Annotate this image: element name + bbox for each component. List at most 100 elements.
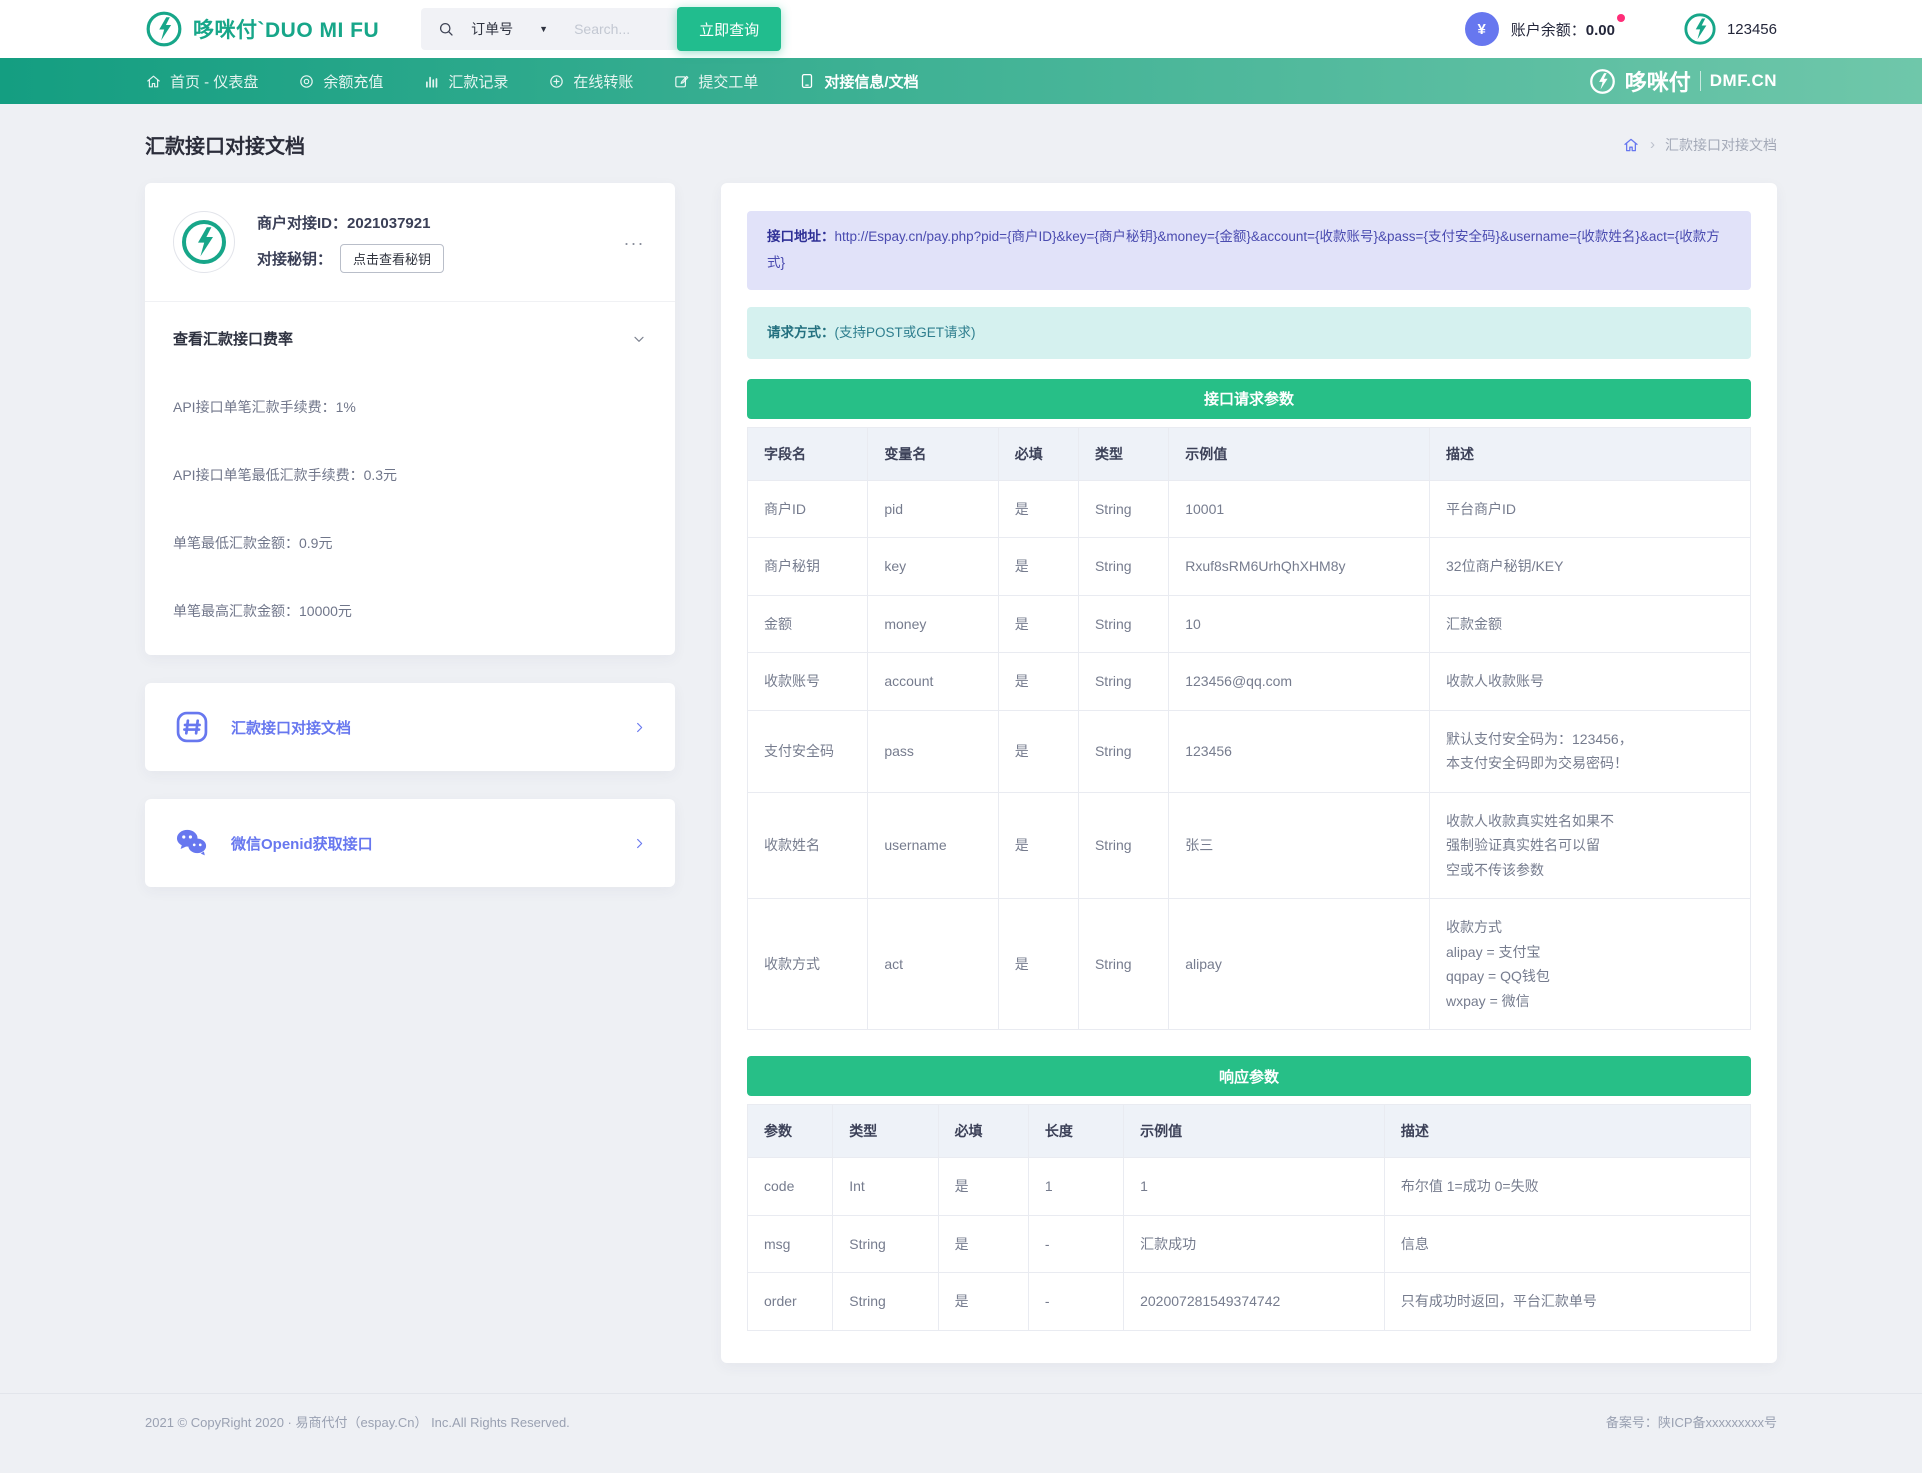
yuan-icon: ¥ xyxy=(1464,12,1499,46)
logo-icon xyxy=(1589,68,1615,94)
table-cell: 是 xyxy=(997,652,1079,711)
request-params-table: 字段名 变量名 必填 类型 示例值 描述 商户ID pid 是 String 10001 平台商户I… xyxy=(746,426,1751,1031)
account-balance-value: 0.00 xyxy=(1585,21,1615,39)
table-cell: String xyxy=(832,1272,939,1331)
column-header: 类型 xyxy=(1077,426,1170,481)
link-card-hash[interactable]: 汇款接口对接文档 xyxy=(145,683,675,771)
table-cell: 是 xyxy=(937,1214,1029,1274)
nav-brand-divider xyxy=(1699,71,1701,91)
home-icon xyxy=(147,75,160,87)
header-right: ¥ 账户余额：0.00 123456 xyxy=(1464,12,1777,46)
api-address-label: 接口地址： xyxy=(767,229,835,244)
nav-links: 首页 - 仪表盘 余额充值 汇款记录 在线转账 提交工单 对接信息/文档 xyxy=(145,71,919,92)
table-cell: String xyxy=(1077,898,1170,1031)
table-cell: 商户秘钥 xyxy=(746,537,869,596)
column-header: 示例值 xyxy=(1123,1104,1385,1159)
nav-item-transfer[interactable]: 在线转账 xyxy=(548,71,633,92)
column-header: 参数 xyxy=(746,1104,834,1159)
divider xyxy=(145,301,675,302)
bar-chart-icon xyxy=(426,76,438,88)
caret-down-icon: ▼ xyxy=(539,24,549,34)
table-row: 商户ID pid 是 String 10001 平台商户ID xyxy=(746,479,1751,539)
table-row: 收款方式 act 是 String alipay 收款方式 alipay = 支付宝 qq… xyxy=(746,898,1751,1031)
request-method-value: (支持POST或GET请求) xyxy=(834,324,976,340)
icp-text: 备案号：陕ICP备xxxxxxxxx号 xyxy=(1605,1414,1777,1430)
table-cell: 平台商户ID xyxy=(1429,479,1751,539)
response-params-header: 响应参数 xyxy=(747,1056,1751,1097)
table-cell: String xyxy=(832,1214,939,1274)
table-cell: 布尔值 1=成功 0=失败 xyxy=(1383,1157,1752,1216)
table-cell: username xyxy=(867,791,999,900)
fee-item: API接口单笔最低汇款手续费：0.3元 xyxy=(173,467,398,483)
main-nav: 首页 - 仪表盘 余额充值 汇款记录 在线转账 提交工单 对接信息/文档 哆咪付 DMF.… xyxy=(0,58,1922,104)
table-header-row: 参数 类型 必填 长度 示例值 描述 xyxy=(746,1104,1752,1159)
breadcrumb-current: 汇款接口对接文档 xyxy=(1665,136,1777,153)
merchant-info: 商户对接ID：2021037921 对接秘钥： 点击查看秘钥 xyxy=(257,212,445,273)
nav-item-edit[interactable]: 提交工单 xyxy=(673,71,758,92)
table-cell: 收款人收款账号 xyxy=(1429,652,1751,711)
table-cell: 是 xyxy=(997,791,1079,900)
user-menu[interactable]: 123456 xyxy=(1683,12,1777,46)
more-options-button[interactable]: ... xyxy=(623,228,645,249)
table-cell: String xyxy=(1077,537,1170,596)
request-method-label: 请求方式： xyxy=(767,324,835,340)
nav-item-target[interactable]: 余额充值 xyxy=(298,71,383,92)
site-logo[interactable]: 哆咪付`DUO MI FU xyxy=(145,10,379,48)
request-params-header: 接口请求参数 xyxy=(747,378,1751,419)
chevron-down-icon xyxy=(634,336,644,342)
table-cell: 是 xyxy=(997,898,1079,1031)
table-cell: Int xyxy=(832,1157,939,1216)
account-balance-label: 账户余额： xyxy=(1510,21,1586,39)
table-cell: 张三 xyxy=(1168,791,1430,900)
nav-item-doc[interactable]: 对接信息/文档 xyxy=(798,71,919,92)
link-card-wechat[interactable]: 微信Openid获取接口 xyxy=(145,799,675,887)
nav-brand: 哆咪付 DMF.CN xyxy=(1589,65,1777,97)
merchant-id-value: 2021037921 xyxy=(347,214,431,232)
nav-item-label: 余额充值 xyxy=(323,73,384,91)
table-cell: String xyxy=(1077,709,1170,793)
nav-item-label: 首页 - 仪表盘 xyxy=(170,73,259,91)
fees-toggle[interactable]: 查看汇款接口费率 xyxy=(173,328,647,349)
search-icon xyxy=(440,22,453,36)
table-cell: alipay xyxy=(1168,898,1430,1031)
search-input[interactable] xyxy=(548,21,678,37)
nav-item-home[interactable]: 首页 - 仪表盘 xyxy=(145,71,258,92)
logo-icon xyxy=(182,220,226,264)
table-row: msg String 是 - 汇款成功 信息 xyxy=(746,1214,1752,1274)
response-params-table: 参数 类型 必填 长度 示例值 描述 code Int 是 1 1 布尔值 1=成功 0=失败 msg… xyxy=(746,1104,1752,1331)
nav-item-label: 对接信息/文档 xyxy=(824,73,919,91)
page-footer: 2021 © CopyRight 2020 · 易商代付（espay.Cn） I… xyxy=(0,1392,1922,1473)
document-icon xyxy=(802,73,813,89)
breadcrumb-separator: › xyxy=(1650,136,1655,153)
target-icon xyxy=(300,74,314,88)
main-content: 商户对接ID：2021037921 对接秘钥： 点击查看秘钥 ... 查看汇款接… xyxy=(145,183,1777,1363)
table-cell: account xyxy=(867,652,999,711)
table-cell: String xyxy=(1077,652,1170,711)
wechat-icon xyxy=(176,829,207,856)
top-header: 哆咪付`DUO MI FU 订单号 ▼ 立即查询 ¥ 账户余额：0.00 123… xyxy=(0,0,1922,58)
api-address-box: 接口地址：http://Espay.cn/pay.php?pid={商户ID}&… xyxy=(747,211,1751,290)
secret-key-label: 对接秘钥： xyxy=(257,250,333,268)
account-balance-chip[interactable]: ¥ 账户余额：0.00 xyxy=(1464,12,1625,46)
page-header: 汇款接口对接文档 › 汇款接口对接文档 xyxy=(0,104,1922,183)
table-row: code Int 是 1 1 布尔值 1=成功 0=失败 xyxy=(746,1157,1752,1216)
table-cell: 是 xyxy=(997,479,1079,539)
nav-item-chart[interactable]: 汇款记录 xyxy=(423,71,508,92)
table-cell: - xyxy=(1027,1214,1125,1274)
breadcrumb-home[interactable] xyxy=(1622,136,1640,154)
avatar xyxy=(173,211,235,273)
table-cell: 默认支付安全码为：123456， 本支付安全码即为交易密码！ xyxy=(1429,709,1751,793)
table-cell: 收款方式 xyxy=(746,898,869,1031)
table-cell: 收款人收款真实姓名如果不 强制验证真实姓名可以留 空或不传该参数 xyxy=(1429,791,1751,900)
logo-icon xyxy=(1684,13,1716,45)
view-secret-button[interactable]: 点击查看秘钥 xyxy=(340,243,445,273)
search-category-select[interactable]: 订单号 ▼ xyxy=(471,19,548,39)
table-cell: key xyxy=(867,537,999,596)
search-submit-button[interactable]: 立即查询 xyxy=(677,7,782,51)
edit-icon xyxy=(675,75,689,87)
column-header: 类型 xyxy=(832,1104,939,1159)
fees-section: 查看汇款接口费率 API接口单笔汇款手续费：1% API接口单笔最低汇款手续费：0… xyxy=(145,302,675,655)
fee-item: 单笔最高汇款金额：10000元 xyxy=(173,603,352,619)
table-cell: 收款账号 xyxy=(746,652,869,711)
column-header: 必填 xyxy=(937,1104,1029,1159)
